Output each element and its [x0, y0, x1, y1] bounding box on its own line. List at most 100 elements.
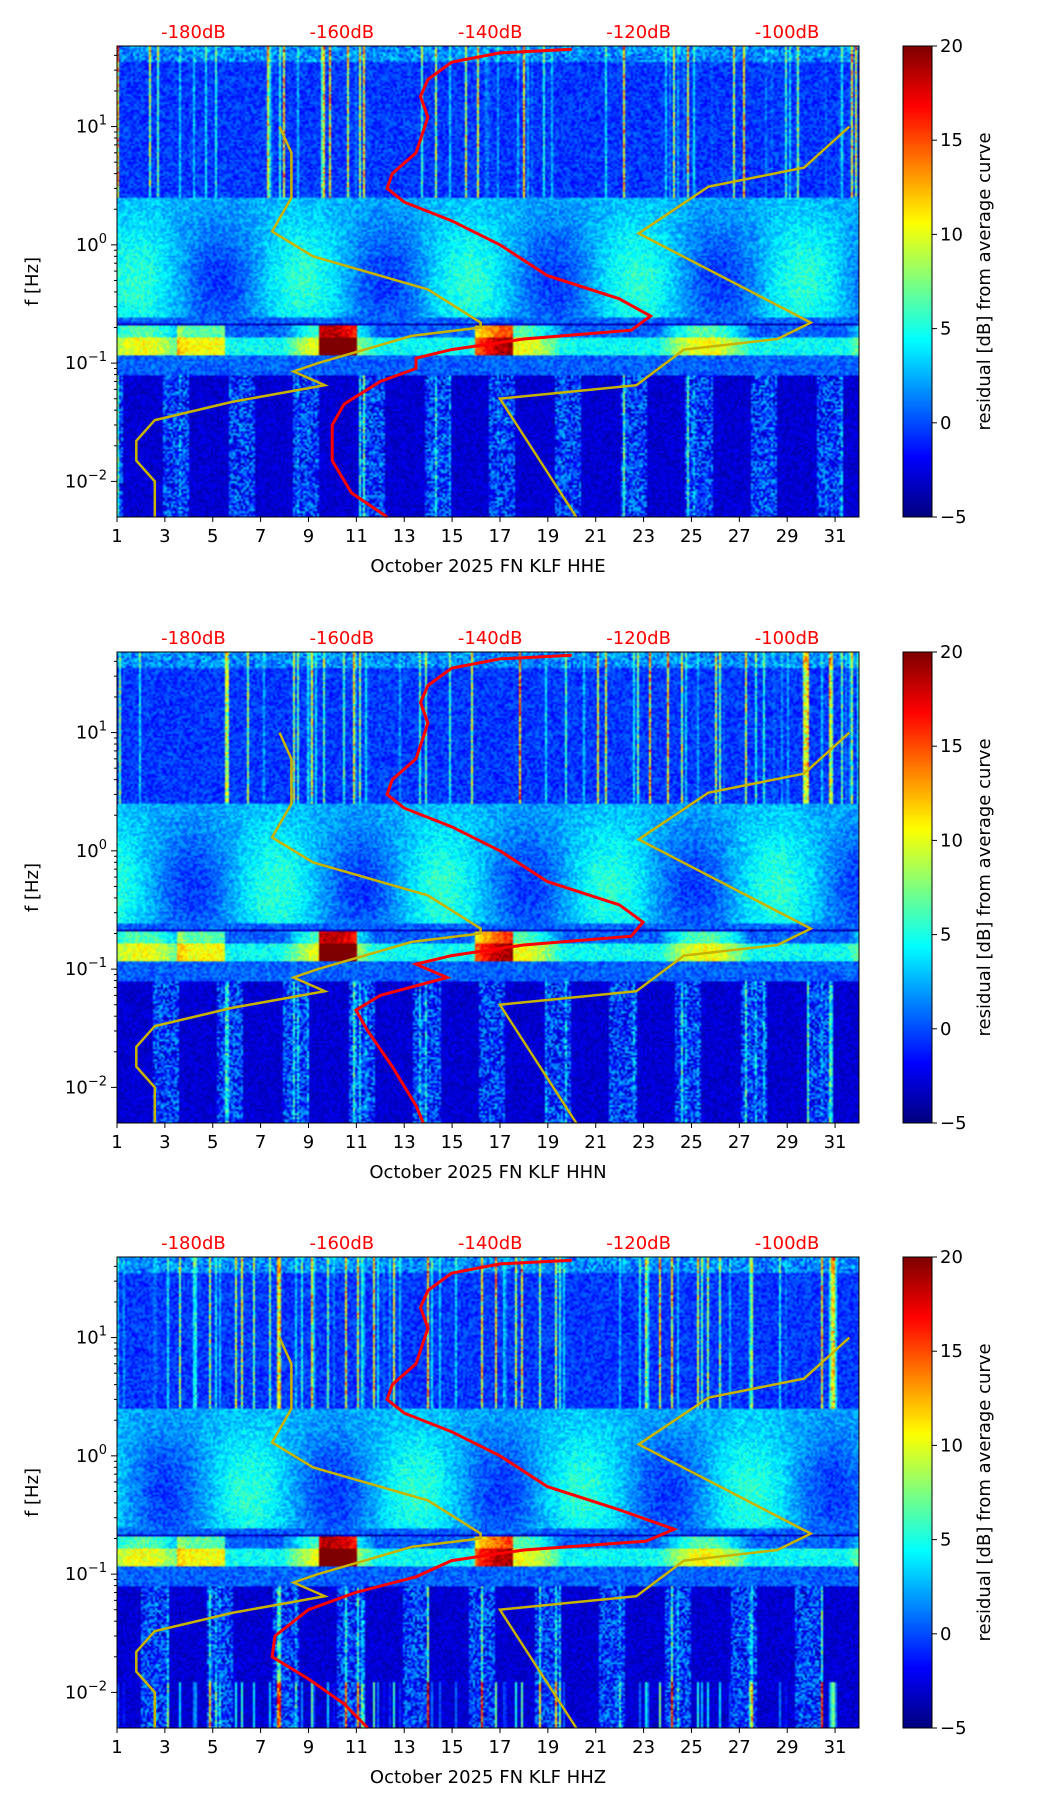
x-axis-label: October 2025 FN KLF HHN: [369, 1162, 606, 1183]
x-tick-label: 13: [393, 526, 416, 547]
nhnm-line: [497, 731, 851, 1124]
x-tick-label: 29: [776, 1737, 799, 1758]
nhnm-line: [497, 125, 851, 518]
x-tick-label: 23: [632, 1132, 655, 1153]
chart-overlay: 1 3 5 7 9 11 13 15 17 19 21 23 25 27 29 3110−210−110010…: [22, 1233, 995, 1788]
spectrogram-panel: 1 3 5 7 9 11 13 15 17 19 21 23 25 27 29 31 10−2 10−1 100 10…: [0, 1211, 1052, 1813]
top-db-label: -140dB: [458, 1233, 523, 1254]
y-axis-label: f [Hz]: [22, 863, 43, 912]
x-tick-label: 19: [536, 1737, 559, 1758]
x-tick-label: 5: [207, 526, 218, 547]
x-tick-label: 9: [303, 526, 314, 547]
colorbar-tick-label: 15: [940, 1341, 963, 1362]
spectrogram-panel: 1 3 5 7 9 11 13 15 17 19 21 23 25 27 29 31 10−2 10−1 100 10…: [0, 606, 1052, 1208]
colorbar-tick-label: 20: [940, 1247, 963, 1268]
colorbar-tick-label: 10: [940, 830, 963, 851]
nhnm-line: [497, 1336, 851, 1729]
top-db-label: -180dB: [161, 628, 226, 649]
y-tick-label: 10−1: [65, 350, 107, 374]
plot-frame: [116, 651, 860, 1124]
colorbar-tick-label: −5: [940, 1718, 967, 1739]
colorbar: [903, 46, 932, 517]
x-tick-label: 19: [536, 1132, 559, 1153]
spectrogram-panel: 1 3 5 7 9 11 13 15 17 19 21 23 25 27 29 31 10−2 10−1 100 10…: [0, 0, 1052, 602]
colorbar: [903, 1257, 932, 1728]
top-db-label: -100dB: [755, 628, 820, 649]
x-tick-label: 5: [207, 1132, 218, 1153]
average-psd-line: [330, 47, 654, 519]
x-tick-label: 17: [489, 1132, 512, 1153]
x-tick-label: 1: [111, 526, 122, 547]
chart-overlay: 1 3 5 7 9 11 13 15 17 19 21 23 25 27 29 3110−210−110010…: [22, 628, 995, 1183]
x-tick-label: 17: [489, 526, 512, 547]
colorbar-tick-label: 20: [940, 642, 963, 663]
top-db-label: -160dB: [310, 1233, 375, 1254]
top-db-label: -140dB: [458, 22, 523, 43]
spectrogram-heatmap: [117, 652, 859, 1123]
x-tick-label: 27: [728, 1132, 751, 1153]
x-tick-label: 3: [159, 1737, 170, 1758]
colorbar-tick-label: 15: [940, 130, 963, 151]
x-tick-label: 25: [680, 1132, 703, 1153]
x-tick-label: 11: [345, 1132, 368, 1153]
plot-frame: [116, 1256, 860, 1729]
x-tick-label: 15: [441, 526, 464, 547]
x-tick-label: 3: [159, 526, 170, 547]
top-db-label: -120dB: [606, 1233, 671, 1254]
plot-frame: [116, 45, 860, 518]
x-tick-label: 23: [632, 526, 655, 547]
top-db-label: -100dB: [755, 1233, 820, 1254]
top-db-label: -120dB: [606, 22, 671, 43]
colorbar-frame: [902, 651, 933, 1124]
colorbar-tick-label: 0: [940, 1019, 951, 1040]
x-tick-label: 21: [584, 526, 607, 547]
nlnm-line: [135, 1337, 482, 1728]
x-tick-label: 31: [824, 526, 847, 547]
x-tick-label: 21: [584, 1737, 607, 1758]
x-tick-label: 15: [441, 1132, 464, 1153]
nlnm-line: [135, 126, 482, 517]
colorbar-tick-label: −5: [940, 1113, 967, 1134]
colorbar-label: residual [dB] from average curve: [974, 132, 995, 430]
y-tick-label: 101: [76, 1325, 107, 1349]
colorbar-tick-label: 20: [940, 36, 963, 57]
x-tick-label: 25: [680, 526, 703, 547]
y-tick-label: 101: [76, 114, 107, 138]
x-tick-label: 9: [303, 1132, 314, 1153]
y-axis-label: f [Hz]: [22, 257, 43, 306]
y-tick-label: 100: [76, 838, 107, 862]
y-tick-label: 10−2: [65, 1074, 107, 1098]
colorbar-tick-label: 10: [940, 1435, 963, 1456]
top-db-label: -120dB: [606, 628, 671, 649]
x-tick-label: 7: [255, 1132, 266, 1153]
x-tick-label: 7: [255, 526, 266, 547]
y-axis-label: f [Hz]: [22, 1468, 43, 1517]
colorbar-tick-label: 5: [940, 1530, 951, 1551]
y-tick-label: 10−2: [65, 468, 107, 492]
x-tick-label: 31: [824, 1132, 847, 1153]
x-tick-label: 21: [584, 1132, 607, 1153]
chart-overlay: 1 3 5 7 9 11 13 15 17 19 21 23 25 27 29 3110−210−110010…: [22, 22, 995, 577]
x-tick-label: 27: [728, 526, 751, 547]
colorbar-frame: [902, 45, 933, 518]
y-tick-label: 101: [76, 720, 107, 744]
top-db-label: -160dB: [310, 22, 375, 43]
x-tick-label: 29: [776, 1132, 799, 1153]
x-tick-label: 25: [680, 1737, 703, 1758]
top-db-label: -140dB: [458, 628, 523, 649]
top-db-label: -100dB: [755, 22, 820, 43]
top-db-label: -180dB: [161, 22, 226, 43]
x-tick-label: 1: [111, 1737, 122, 1758]
x-tick-label: 19: [536, 526, 559, 547]
x-tick-label: 7: [255, 1737, 266, 1758]
colorbar-tick-label: −5: [940, 507, 967, 528]
x-tick-label: 11: [345, 1737, 368, 1758]
x-tick-label: 27: [728, 1737, 751, 1758]
y-tick-label: 10−1: [65, 1561, 107, 1585]
average-psd-line: [270, 1258, 679, 1730]
y-tick-label: 10−1: [65, 956, 107, 980]
x-tick-label: 13: [393, 1132, 416, 1153]
average-psd-line: [353, 653, 646, 1124]
colorbar-tick-label: 0: [940, 1624, 951, 1645]
nlnm-line: [135, 732, 482, 1123]
